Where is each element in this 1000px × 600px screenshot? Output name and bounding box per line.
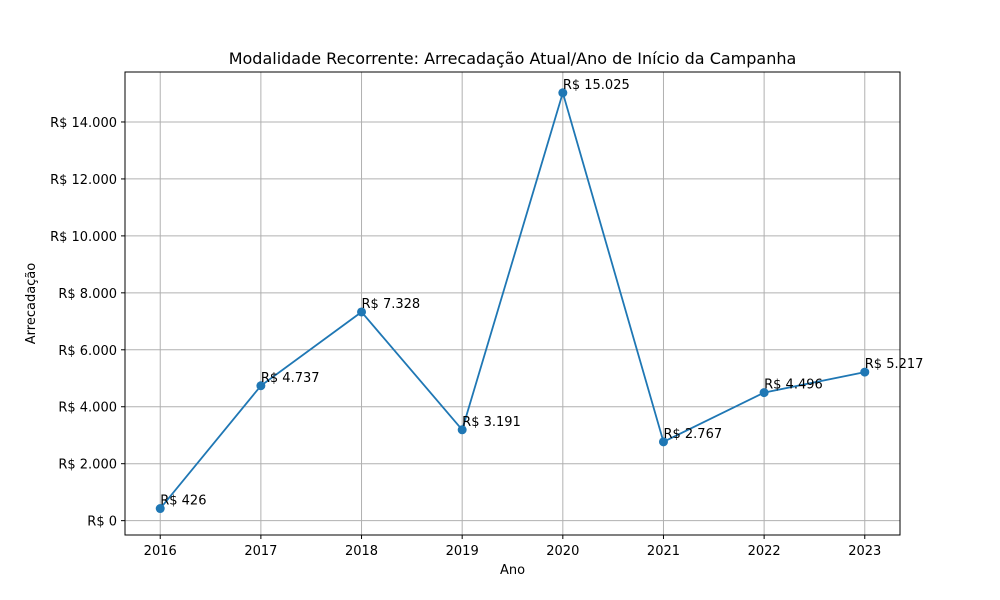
- x-tick-label: 2020: [546, 544, 579, 559]
- y-tick-label: R$ 8.000: [58, 287, 117, 302]
- data-label: R$ 4.496: [764, 378, 823, 393]
- data-label: R$ 426: [160, 494, 206, 509]
- y-axis-title: Arrecadação: [24, 263, 39, 345]
- y-tick-label: R$ 14.000: [50, 116, 117, 131]
- x-tick-label: 2021: [647, 544, 680, 559]
- series: [155, 88, 870, 514]
- data-point: [658, 437, 668, 447]
- data-point: [558, 88, 568, 98]
- x-tick-label: 2017: [244, 544, 277, 559]
- y-tick-label: R$ 0: [87, 515, 117, 530]
- y-tick-label: R$ 10.000: [50, 230, 117, 245]
- x-tick-label: 2018: [345, 544, 378, 559]
- data-point: [357, 307, 367, 317]
- data-label: R$ 3.191: [462, 415, 521, 430]
- data-point: [860, 367, 870, 377]
- data-point: [457, 425, 467, 435]
- x-axis: 2016 2017 2018 2019 2020 2021 2022 2023: [144, 535, 881, 559]
- x-tick-label: 2023: [848, 544, 881, 559]
- plot-frame: [124, 71, 901, 536]
- y-tick-label: R$ 6.000: [58, 344, 117, 359]
- y-axis: R$ 0 R$ 2.000 R$ 4.000 R$ 6.000 R$ 8.000 R$ 1…: [50, 116, 125, 530]
- data-label: R$ 7.328: [362, 297, 421, 312]
- data-point: [256, 381, 266, 391]
- series-line: [159, 89, 865, 510]
- y-tick-label: R$ 12.000: [50, 173, 117, 188]
- grid: [125, 72, 900, 535]
- x-tick-label: 2016: [144, 544, 177, 559]
- data-point: [759, 388, 769, 398]
- y-tick-label: R$ 2.000: [58, 458, 117, 473]
- chart-title: Modalidade Recorrente: Arrecadação Atual…: [229, 49, 797, 68]
- x-tick-label: 2022: [748, 544, 781, 559]
- data-label: R$ 4.737: [261, 371, 320, 386]
- data-point: [155, 504, 165, 514]
- y-tick-label: R$ 4.000: [58, 401, 117, 416]
- data-label: R$ 2.767: [663, 427, 722, 442]
- data-label: R$ 15.025: [563, 78, 630, 93]
- x-tick-label: 2019: [446, 544, 479, 559]
- data-label: R$ 5.217: [865, 357, 924, 372]
- x-axis-title: Ano: [500, 563, 525, 578]
- data-labels: R$ 426 R$ 4.737 R$ 7.328 R$ 3.191 R$ 15.025 R…: [160, 78, 923, 509]
